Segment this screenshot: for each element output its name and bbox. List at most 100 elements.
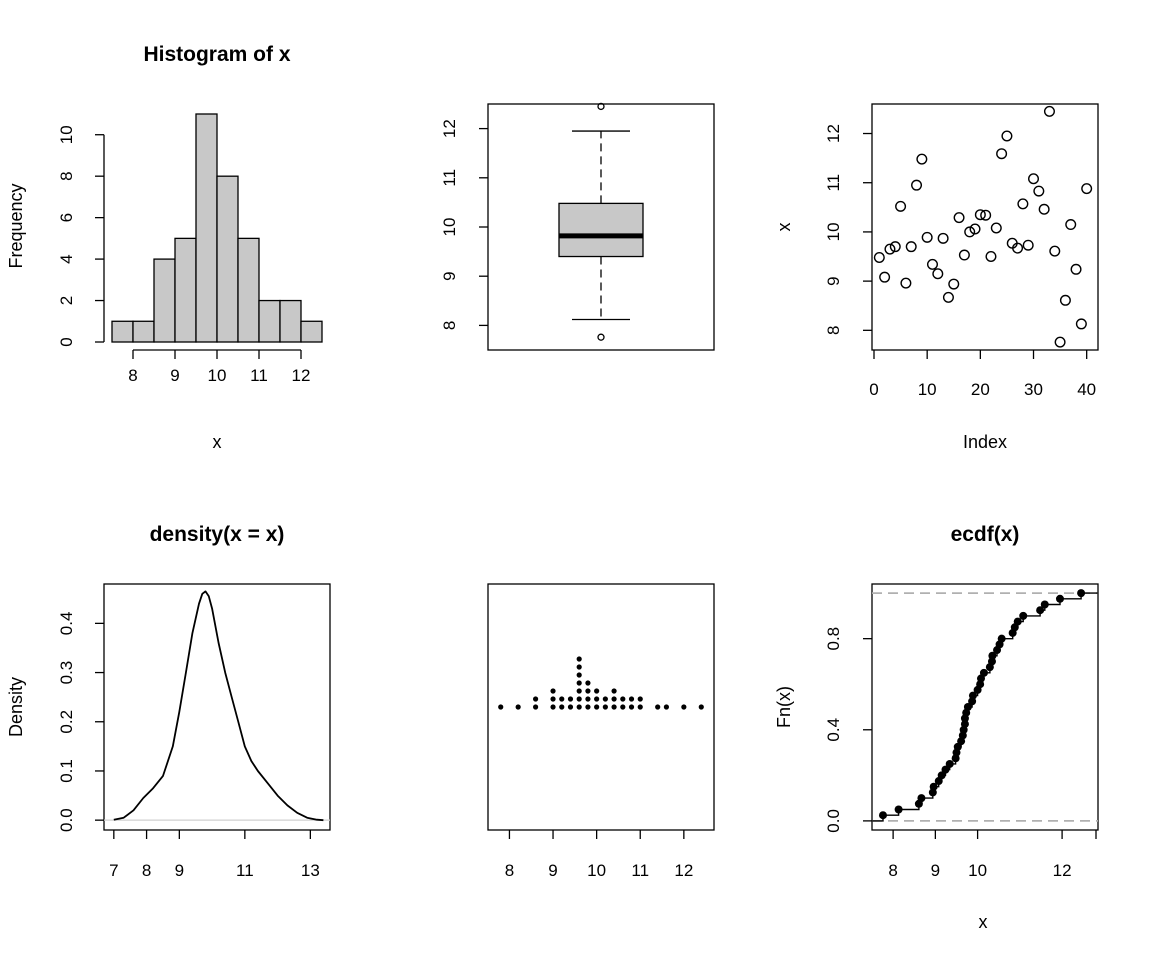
y-tick-label-0-0: 0 — [57, 337, 76, 346]
scatter-point — [996, 148, 1008, 160]
ecdf-point — [894, 805, 903, 814]
scatter-point — [1022, 239, 1034, 251]
y-tick-label-3-2: 0.2 — [57, 710, 76, 734]
plot-frame-3 — [103, 583, 331, 831]
chart-title-5: ecdf(x) — [951, 523, 1020, 546]
x-tick-label-5-1: 9 — [931, 861, 940, 880]
scatter-point — [1081, 183, 1093, 195]
strip-point — [576, 696, 582, 702]
x-tick-label-3-3: 11 — [236, 861, 254, 880]
strip-point — [611, 688, 617, 694]
histogram-bar — [132, 320, 155, 343]
ecdf-point — [979, 668, 988, 677]
scatter-point — [1043, 105, 1055, 117]
scatter-point — [926, 258, 938, 270]
scatter-point — [873, 252, 885, 264]
strip-point — [567, 696, 574, 702]
x-tick-label-4-1: 9 — [548, 861, 557, 880]
ecdf-step-line — [871, 592, 1099, 822]
scatter-point — [879, 271, 891, 283]
strip-point — [550, 688, 556, 694]
strip-point — [559, 704, 565, 710]
histogram-bar — [237, 237, 260, 343]
scatter-point — [942, 291, 954, 303]
ecdf-point — [937, 771, 946, 780]
x-tick-label-4-3: 11 — [631, 861, 649, 880]
scatter-point — [980, 209, 992, 221]
scatter-point — [1038, 203, 1050, 215]
chart-title-0: Histogram of x — [143, 43, 290, 66]
strip-point — [559, 696, 565, 702]
scatter-point — [1070, 263, 1082, 275]
plot-frame-4 — [487, 583, 715, 831]
x-axis-label-0: x — [213, 432, 222, 452]
y-tick-label-5-0: 0.0 — [824, 809, 843, 833]
scatter-point — [990, 222, 1002, 234]
strip-point — [533, 704, 539, 710]
scatter-point — [921, 231, 933, 243]
histogram-bar — [279, 299, 302, 343]
scatter-point — [953, 212, 965, 224]
strip-point — [576, 664, 582, 670]
chart-title-3: density(x = x) — [150, 523, 285, 546]
y-tick-label-1-4: 12 — [440, 119, 459, 138]
strip-point — [628, 704, 635, 710]
y-tick-label-5-1: 0.4 — [824, 718, 843, 742]
histogram-bar — [174, 237, 197, 343]
y-tick-label-0-2: 4 — [57, 254, 76, 263]
histogram-bar — [111, 320, 134, 343]
strip-point — [655, 704, 661, 710]
strip-point — [585, 704, 591, 710]
y-tick-label-3-3: 0.3 — [57, 661, 76, 685]
scatter-point — [895, 200, 907, 212]
strip-point — [637, 696, 643, 702]
y-tick-label-2-1: 9 — [824, 276, 843, 285]
histogram-bar — [216, 175, 239, 343]
x-tick-label-3-2: 9 — [175, 861, 184, 880]
strip-point — [663, 704, 670, 710]
strip-point — [515, 704, 521, 710]
y-tick-label-0-5: 10 — [57, 125, 76, 144]
plot-frame-2 — [871, 103, 1099, 351]
x-tick-label-3-1: 8 — [142, 861, 151, 880]
strip-point — [594, 704, 600, 710]
strip-point — [550, 696, 556, 702]
strip-point — [550, 704, 556, 710]
strip-point — [620, 696, 626, 702]
ecdf-point — [1036, 606, 1045, 615]
histogram-bar — [300, 320, 323, 343]
x-tick-label-0-2: 10 — [208, 366, 227, 385]
scatter-point — [958, 249, 970, 261]
x-tick-label-0-3: 11 — [250, 366, 268, 385]
x-tick-label-0-0: 8 — [128, 366, 137, 385]
scatter-point — [1054, 336, 1066, 348]
strip-point — [567, 704, 574, 710]
y-tick-label-1-0: 8 — [440, 321, 459, 330]
ecdf-point — [987, 657, 996, 666]
ecdf-point — [1055, 594, 1064, 603]
strip-point — [533, 696, 539, 702]
ecdf-point — [1077, 589, 1086, 598]
ecdf-point — [929, 782, 938, 791]
y-axis-label-2: x — [774, 223, 794, 232]
scatter-point — [937, 232, 949, 244]
scatter-point — [964, 226, 976, 238]
x-tick-label-4-2: 10 — [587, 861, 606, 880]
histogram-bar — [258, 299, 281, 343]
ecdf-point — [878, 811, 887, 820]
histogram-bar — [153, 258, 176, 343]
scatter-point — [1012, 242, 1024, 254]
scatter-point — [889, 241, 901, 253]
x-tick-label-2-2: 20 — [971, 380, 990, 399]
ecdf-point — [968, 691, 977, 700]
y-tick-label-1-2: 10 — [440, 218, 459, 237]
x-tick-label-4-4: 12 — [674, 861, 693, 880]
scatter-point — [985, 251, 997, 263]
scatter-point — [1049, 245, 1061, 257]
box-outlier — [597, 333, 605, 341]
strip-point — [498, 704, 504, 710]
scatter-point — [932, 268, 944, 280]
y-axis-label-3: Density — [6, 677, 26, 737]
y-tick-label-3-4: 0.4 — [57, 612, 76, 636]
y-axis-label-0: Frequency — [6, 183, 26, 268]
